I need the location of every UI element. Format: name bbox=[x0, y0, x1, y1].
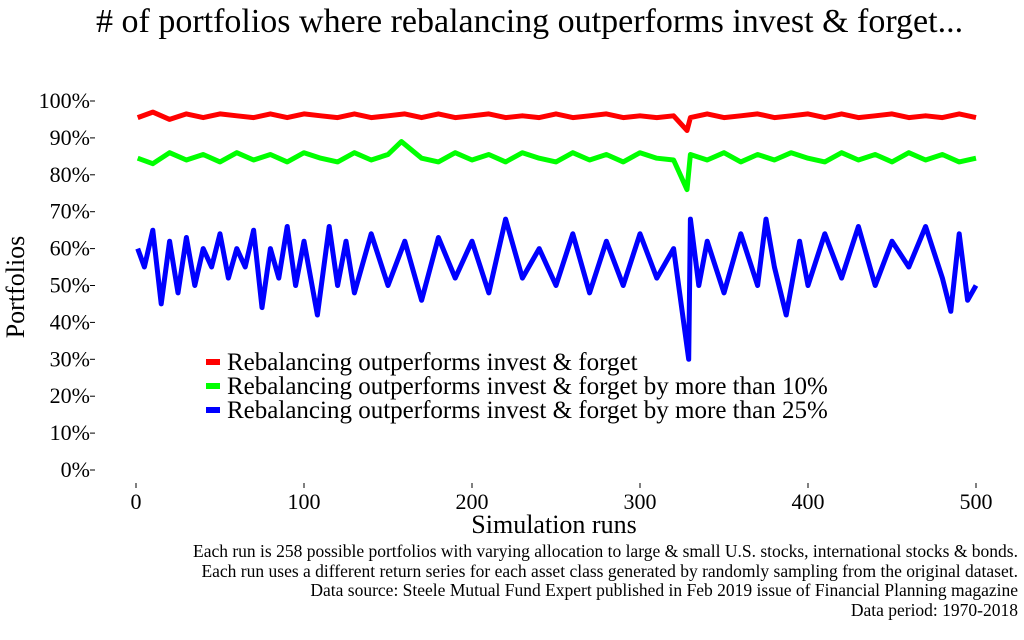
legend-swatch bbox=[206, 359, 220, 365]
legend-label: Rebalancing outperforms invest & forget … bbox=[227, 397, 828, 424]
chart-plot: 0% 10% 20% 30% 40% 50% 60% 70% 80% 90% 100% 0 100 20… bbox=[1, 88, 993, 539]
y-axis-ticks: 0% 10% 20% 30% 40% 50% 60% 70% 80% 90% 100% bbox=[39, 88, 95, 482]
x-tick-label: 200 bbox=[456, 489, 489, 514]
y-tick-label: 20% bbox=[50, 383, 90, 408]
x-tick-label: 100 bbox=[288, 489, 321, 514]
x-axis-ticks: 0 100 200 300 400 500 bbox=[131, 483, 993, 514]
y-tick-label: 100% bbox=[39, 88, 90, 113]
footnote-line: Each run uses a different return series … bbox=[201, 560, 1018, 581]
series-lines bbox=[135, 109, 979, 362]
y-tick-label: 80% bbox=[50, 162, 90, 187]
footnote-line: Data source: Steele Mutual Fund Expert p… bbox=[310, 580, 1018, 600]
y-tick-label: 50% bbox=[50, 273, 90, 298]
y-tick-label: 30% bbox=[50, 346, 90, 371]
footnote-line: Each run is 258 possible portfolios with… bbox=[193, 541, 1018, 561]
legend-swatch bbox=[206, 407, 220, 413]
y-tick-label: 60% bbox=[50, 236, 90, 261]
x-tick-label: 0 bbox=[131, 489, 142, 514]
y-tick-label: 70% bbox=[50, 199, 90, 224]
series-line-2 bbox=[136, 139, 977, 193]
y-tick-label: 40% bbox=[50, 309, 90, 334]
legend-label: Rebalancing outperforms invest & forget bbox=[227, 349, 638, 376]
legend-label: Rebalancing outperforms invest & forget … bbox=[227, 373, 828, 400]
footnotes: Each run is 258 possible portfolios with… bbox=[193, 541, 1018, 620]
chart-title: # of portfolios where rebalancing outper… bbox=[96, 3, 964, 40]
series-line-1 bbox=[136, 109, 977, 133]
x-tick-label: 400 bbox=[792, 489, 825, 514]
footnote-line: Data period: 1970-2018 bbox=[850, 599, 1018, 620]
y-tick-label: 10% bbox=[50, 420, 90, 445]
y-axis-title: Portfolios bbox=[1, 236, 30, 339]
x-axis-title: Simulation runs bbox=[471, 510, 636, 539]
y-tick-label: 0% bbox=[61, 457, 90, 482]
x-tick-label: 500 bbox=[960, 489, 993, 514]
series-line-3 bbox=[135, 216, 979, 362]
legend: Rebalancing outperforms invest & forgetR… bbox=[206, 349, 828, 424]
legend-swatch bbox=[206, 383, 220, 389]
y-tick-label: 90% bbox=[50, 125, 90, 150]
x-tick-label: 300 bbox=[624, 489, 657, 514]
